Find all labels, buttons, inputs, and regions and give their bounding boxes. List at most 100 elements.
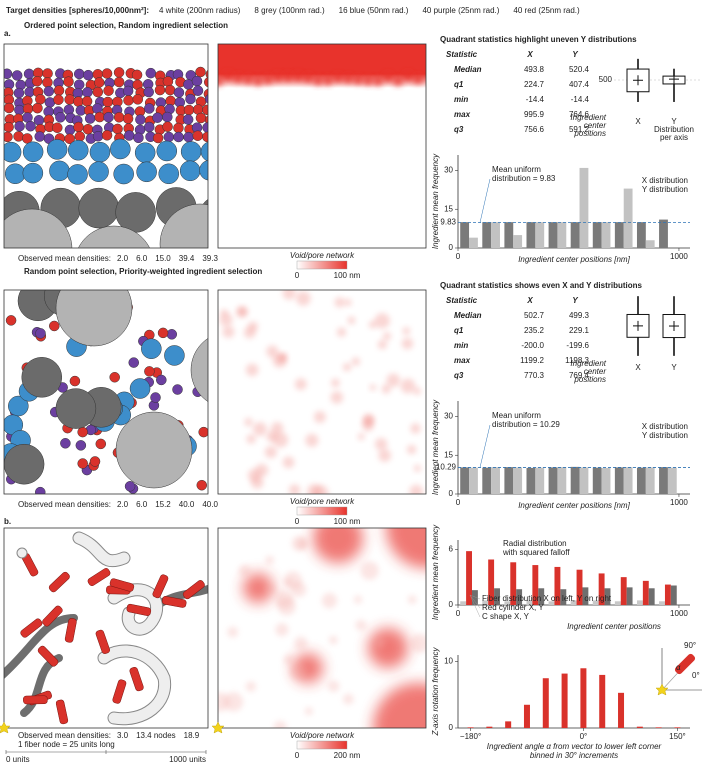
void-blob xyxy=(245,363,259,377)
y-tick-label: 0 xyxy=(449,600,454,609)
mean-annotation: Mean uniform xyxy=(492,165,541,174)
bar xyxy=(636,467,646,494)
bar xyxy=(626,587,633,605)
x-tick-label: 1000 xyxy=(670,498,688,507)
sphere xyxy=(112,123,123,135)
void-blob xyxy=(363,415,374,425)
tube xyxy=(98,645,171,725)
sphere xyxy=(13,87,25,99)
bar xyxy=(482,600,489,605)
density-value: 15.0 xyxy=(155,254,171,263)
density-value: 40.0 xyxy=(202,500,218,509)
density-value: 2.0 xyxy=(117,500,129,509)
sphere xyxy=(95,438,107,450)
bar xyxy=(513,235,523,248)
note: 1 fiber node = 25 units long xyxy=(18,740,115,749)
void-blob xyxy=(374,637,386,649)
void-blob xyxy=(336,327,347,337)
sphere xyxy=(205,69,208,79)
legend-entry: C shape X, Y xyxy=(482,612,530,621)
void-blob xyxy=(238,564,251,577)
bar xyxy=(592,222,602,248)
sphere xyxy=(75,440,87,451)
sphere xyxy=(14,121,25,132)
table-cell: -200.0 xyxy=(521,341,544,350)
void-blob xyxy=(279,352,288,361)
sphere xyxy=(113,76,125,88)
sphere xyxy=(82,87,93,98)
table-header: Y xyxy=(572,296,578,305)
sphere xyxy=(202,131,208,143)
y-tick-label: 0 xyxy=(449,489,454,498)
box-axis-caption: Distribution xyxy=(654,125,694,134)
table-header: Statistic xyxy=(446,296,478,305)
sphere xyxy=(74,131,86,142)
void-blob xyxy=(386,528,426,568)
bar xyxy=(548,601,555,605)
void-blob xyxy=(334,297,345,308)
sphere xyxy=(73,121,84,133)
void-blob xyxy=(403,71,413,82)
colorbar-label: 100 nm xyxy=(334,517,361,526)
sphere xyxy=(101,130,113,141)
box-caption: center xyxy=(584,121,607,130)
void-blob xyxy=(266,345,279,358)
table-cell: -14.4 xyxy=(571,95,590,104)
x-tick-label: 0 xyxy=(456,609,461,618)
colorbar-label: 100 nm xyxy=(334,271,361,280)
void-blob xyxy=(313,411,326,423)
red-cylinder xyxy=(161,596,187,608)
header-item: 40 purple (25nm rad.) xyxy=(422,6,499,15)
sphere xyxy=(131,69,143,81)
void-blob xyxy=(373,76,383,87)
table-cell: q3 xyxy=(454,125,464,134)
bar xyxy=(667,467,677,494)
box-label: Y xyxy=(671,117,677,126)
table-cell: 499.3 xyxy=(569,311,590,320)
colorbar-label: 0 xyxy=(295,271,300,280)
legend-entry: X distribution xyxy=(642,176,688,185)
void-blob xyxy=(255,463,269,477)
x-axis-label: Ingredient center positions [nm] xyxy=(518,255,630,264)
table-cell: max xyxy=(454,110,471,119)
sphere xyxy=(32,102,43,114)
sphere xyxy=(53,94,64,105)
mean-annotation: distribution = 9.83 xyxy=(492,174,556,183)
void-blob xyxy=(327,680,340,693)
bar xyxy=(579,467,589,494)
sphere xyxy=(122,113,134,124)
y-tick-label: 30 xyxy=(444,412,453,421)
sphere xyxy=(101,68,113,79)
sphere xyxy=(102,96,114,108)
void-blob xyxy=(374,313,390,329)
panel-bg xyxy=(218,290,426,494)
inset-label: α xyxy=(676,663,681,672)
bar xyxy=(580,668,587,728)
mean-annotation: distribution = 10.29 xyxy=(492,420,560,429)
sphere xyxy=(113,163,134,185)
bar xyxy=(592,467,602,494)
table-cell: Median xyxy=(454,311,482,320)
fiber xyxy=(4,614,78,679)
void-blob xyxy=(305,433,319,447)
void-blob xyxy=(386,373,401,388)
red-cylinder xyxy=(129,666,144,692)
sphere xyxy=(145,67,157,79)
void-blob xyxy=(294,378,307,391)
sphere xyxy=(128,357,139,368)
sphere xyxy=(103,85,114,96)
void-blob xyxy=(369,384,377,391)
red-cylinder xyxy=(64,618,77,643)
void-blob xyxy=(401,337,414,350)
bar xyxy=(466,551,472,605)
mean-annotation: Mean uniform xyxy=(492,411,541,420)
bar xyxy=(645,467,655,494)
bar xyxy=(505,721,512,728)
sphere xyxy=(4,131,13,143)
void-blob xyxy=(245,681,257,692)
sphere xyxy=(163,131,175,143)
density-value: 15.2 xyxy=(155,500,171,509)
x-tick-label: −180° xyxy=(460,732,481,741)
sphere xyxy=(172,384,183,395)
sphere xyxy=(180,141,202,162)
